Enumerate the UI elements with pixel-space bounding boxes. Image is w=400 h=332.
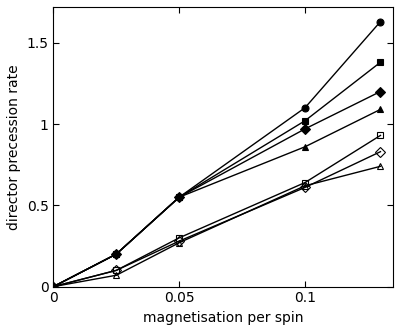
Y-axis label: director precession rate: director precession rate [7, 64, 21, 230]
X-axis label: magnetisation per spin: magnetisation per spin [143, 311, 304, 325]
